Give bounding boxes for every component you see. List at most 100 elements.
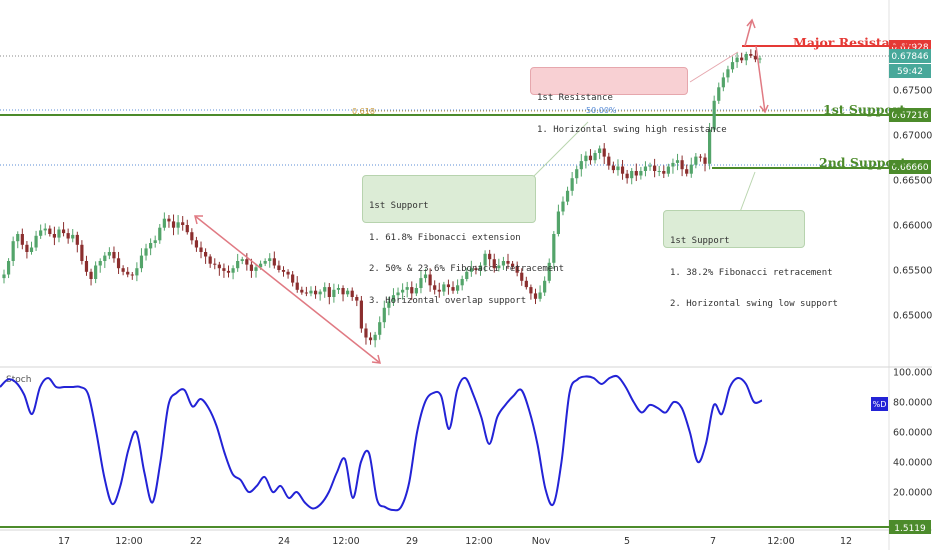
candle-body [263, 261, 267, 264]
candle-body [309, 290, 313, 294]
candle-body [162, 218, 166, 228]
candle-body [158, 227, 162, 241]
candle-body [245, 259, 249, 265]
candle-body [355, 297, 359, 301]
stoch-axis: 100.0000 80.0000 60.0000 40.0000 20.0000 [893, 368, 932, 499]
candle-body [103, 255, 107, 261]
candle-body [217, 264, 221, 269]
candle-body [488, 253, 492, 260]
candle-body [437, 289, 441, 292]
support2-annotation[interactable]: 1st Support 1. 38.2% Fibonacci retraceme… [663, 210, 838, 309]
candle-body [758, 58, 762, 60]
candle-body [648, 165, 652, 167]
major-resistance-label: Major Resistance [793, 35, 915, 50]
candle-body [662, 171, 666, 174]
candle-body [579, 161, 583, 170]
candle-body [726, 69, 730, 78]
candle-body [346, 290, 350, 295]
time-tick-label: 12:00 [767, 536, 794, 547]
candle-body [451, 287, 455, 291]
candle-body [721, 77, 725, 88]
down-arrow-line [755, 45, 766, 113]
candle-body [222, 268, 226, 271]
downtrend-arrow-line [194, 215, 381, 364]
candle-body [295, 282, 299, 290]
support1-annotation-line3: 2. 50% & 23.6% Fibonacci retracement [369, 264, 565, 274]
candle-body [6, 261, 11, 275]
candle-body [675, 160, 680, 163]
time-tick-label: Nov [532, 536, 551, 547]
stoch-d-badge[interactable] [871, 397, 888, 411]
support1-pointer [529, 121, 589, 181]
candle-body [492, 259, 496, 269]
candle-body [753, 55, 758, 60]
first-support-tag-text: 0.67216 [891, 111, 928, 121]
candle-body [268, 258, 272, 261]
candle-body [744, 54, 748, 61]
candle-body [112, 252, 116, 259]
candle-body [281, 270, 286, 272]
candle-body [208, 256, 212, 264]
candle-body [387, 301, 391, 308]
candle-body [561, 201, 565, 212]
candle-body [712, 100, 716, 130]
candle-body [469, 268, 473, 272]
stoch-tick-label: 40.0000 [893, 458, 932, 469]
price-tick-label: 0.65500 [893, 266, 932, 277]
candle-body [2, 274, 6, 279]
candle-body [258, 263, 263, 268]
support1-annotation[interactable]: 1st Support 1. 61.8% Fibonacci extension… [362, 175, 564, 306]
current-price-tag[interactable] [889, 49, 931, 63]
candle-body [643, 166, 648, 171]
time-tick-label: 17 [58, 536, 70, 547]
candle-body [213, 263, 217, 265]
first-support-tag[interactable] [889, 108, 931, 122]
second-support-tag[interactable] [889, 160, 931, 174]
candle-body [410, 287, 414, 294]
candle-body [291, 274, 295, 283]
candle-body [570, 178, 574, 191]
candle-body [547, 262, 551, 281]
candle-body [698, 156, 703, 158]
candle-body [565, 190, 570, 202]
candle-body [611, 165, 615, 171]
candle-body [121, 268, 125, 272]
resistance-annotation[interactable]: 1st Resistance 1. Horizontal swing high … [530, 67, 727, 135]
candle-body [703, 157, 707, 164]
candle-body [616, 166, 620, 171]
candle-body [190, 232, 194, 241]
levels [0, 45, 889, 528]
candle-body [405, 287, 409, 290]
candle-body [373, 334, 377, 341]
time-tick-label: 7 [710, 536, 716, 547]
candle-body [506, 261, 510, 264]
candle-body [11, 241, 15, 261]
price-tick-label: 0.66500 [893, 176, 932, 187]
candle-body [465, 271, 469, 279]
candle-body [730, 62, 735, 70]
candle-body [680, 160, 684, 170]
candle-body [588, 155, 593, 161]
candle-body [130, 274, 134, 276]
candle-body [171, 221, 176, 228]
stoch-tick-label: 80.0000 [893, 398, 932, 409]
up-arrow-line [744, 19, 753, 47]
candle-body [52, 234, 56, 238]
candle-body [694, 156, 698, 165]
time-tick-label: 29 [406, 536, 418, 547]
candle-body [327, 287, 331, 297]
candle-body [685, 169, 689, 174]
support2-annotation-line3: 2. Horizontal swing low support [670, 299, 838, 309]
candle-body [286, 271, 290, 275]
stoch-value-tag-text: 1.5119 [894, 524, 926, 534]
candle-body [602, 148, 606, 157]
candle-body [116, 258, 121, 269]
candle-body [671, 162, 675, 167]
trend-arrows [194, 18, 769, 364]
support2-pointer [739, 171, 756, 213]
candle-body [478, 265, 483, 270]
candle-body [272, 258, 276, 266]
candle-body [359, 300, 363, 329]
candle-body [226, 270, 231, 273]
candle-body [98, 261, 102, 266]
